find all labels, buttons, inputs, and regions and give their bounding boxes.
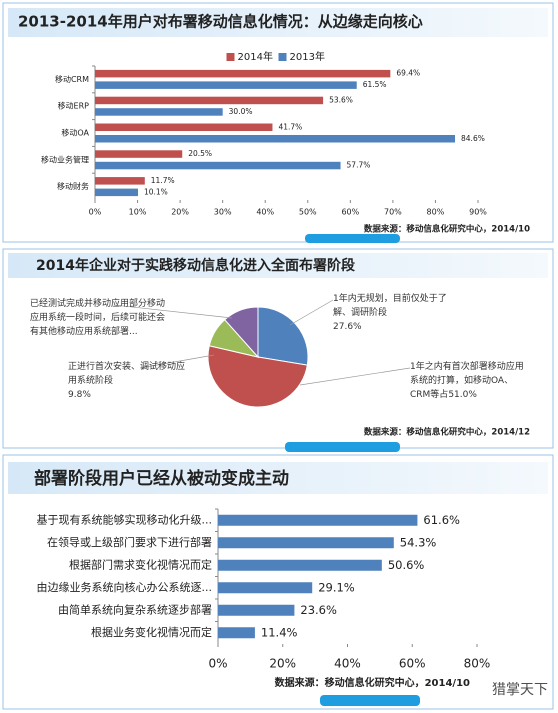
value-label: 84.6% <box>461 134 485 143</box>
y-tick-label: 基于现有系统能够实现移动化升级... <box>37 512 213 526</box>
x-tick-label: 70% <box>384 208 402 217</box>
pie-category: 正进行首次安装、调试移动应用系统阶段 <box>68 362 186 386</box>
value-label: 10.1% <box>144 187 168 196</box>
pie-value: 51.0% <box>448 390 477 400</box>
value-label: 11.4% <box>261 625 298 639</box>
x-tick-label: 60% <box>341 208 359 217</box>
pie-value: 9.8% <box>68 390 91 400</box>
x-tick-label: 0% <box>89 208 102 217</box>
tab <box>320 695 420 706</box>
source-note: 数据来源：移动信息化研究中心，2014/10 <box>364 224 530 235</box>
x-tick-label: 80% <box>464 657 491 671</box>
leader-line <box>289 299 334 326</box>
bar <box>95 150 183 158</box>
pie-label: 已经测试完成并移动应用部分移动应用系统一段时间，后续可能还会有其他移动应用系统部… <box>30 297 170 339</box>
bar <box>218 582 313 594</box>
bar <box>95 108 223 116</box>
bar <box>95 81 357 89</box>
x-tick-label: 20% <box>171 208 189 217</box>
pie-category: 已经测试完成并移动应用部分移动应用系统一段时间，后续可能还会有其他移动应用系统部… <box>30 299 166 337</box>
source-note: 数据来源：移动信息化研究中心，2014/12 <box>364 427 530 438</box>
bar <box>95 135 456 143</box>
legend-label: 2014年 <box>238 50 273 63</box>
y-tick-label: 移动CRM <box>55 74 89 84</box>
pie-label: 1年之内有首次部署移动应用系统的打算，如移动OA、CRM等占51.0% <box>410 360 528 402</box>
section-frame <box>2 248 554 449</box>
value-label: 53.6% <box>329 95 353 104</box>
x-tick-label: 90% <box>469 208 487 217</box>
bar <box>95 123 273 131</box>
value-label: 11.7% <box>151 176 175 185</box>
x-tick-label: 80% <box>427 208 445 217</box>
value-label: 23.6% <box>300 603 337 617</box>
x-tick-label: 20% <box>269 657 296 671</box>
value-label: 41.7% <box>278 122 302 131</box>
value-label: 20.5% <box>188 149 212 158</box>
y-tick-label: 移动业务管理 <box>41 154 89 164</box>
y-tick-label: 由简单系统向复杂系统逐步部署 <box>58 602 212 616</box>
bar <box>218 514 418 526</box>
legend-swatch <box>226 53 235 61</box>
bar <box>95 177 145 185</box>
y-tick-label: 由边缘业务系统向核心办公系统逐... <box>37 580 213 594</box>
pie-slice <box>207 345 308 408</box>
y-tick-label: 移动OA <box>61 128 89 138</box>
watermark: 猎掌天下 <box>492 682 548 698</box>
bar <box>95 69 391 78</box>
y-tick-label: 移动ERP <box>58 101 90 111</box>
value-label: 29.1% <box>318 580 355 594</box>
value-label: 54.3% <box>400 535 437 549</box>
pie-category: 1年之内有首次部署移动应用系统的打算，如移动OA、CRM等占 <box>410 362 524 400</box>
legend-swatch <box>278 53 287 61</box>
bar <box>218 627 255 639</box>
pie-slice <box>257 306 309 366</box>
chart-title: 部署阶段用户已经从被动变成主动 <box>34 468 289 489</box>
y-tick-label: 在领导或上级部门要求下进行部署 <box>47 535 212 549</box>
bar <box>218 537 394 549</box>
value-label: 69.4% <box>396 69 420 78</box>
bar <box>218 604 295 616</box>
tab <box>305 234 400 243</box>
chart-title: 2013-2014年用户对布署移动信息化情况：从边缘走向核心 <box>18 13 423 31</box>
bar <box>95 188 138 197</box>
y-tick-label: 根据业务变化视情况而定 <box>91 625 212 639</box>
leader-line <box>139 354 215 369</box>
bar <box>95 161 341 170</box>
pie-label: 1年内无规划，目前仅处于了解、调研阶段 27.6% <box>333 292 453 334</box>
leader-line <box>299 367 411 386</box>
x-tick-label: 40% <box>334 657 361 671</box>
pie-category: 1年内无规划，目前仅处于了解、调研阶段 <box>333 294 447 318</box>
x-tick-label: 0% <box>208 657 227 671</box>
y-tick-label: 根据部门需求变化视情况而定 <box>69 557 212 571</box>
section-frame <box>2 2 554 243</box>
value-label: 57.7% <box>347 161 371 170</box>
x-tick-label: 40% <box>256 208 274 217</box>
title-band <box>8 8 548 37</box>
pie-label: 正进行首次安装、调试移动应用系统阶段 9.8% <box>68 360 188 402</box>
tab <box>285 442 400 452</box>
value-label: 30.0% <box>229 107 253 116</box>
value-label: 50.6% <box>388 558 425 572</box>
value-label: 61.6% <box>423 513 460 527</box>
x-tick-label: 50% <box>299 208 317 217</box>
x-tick-label: 60% <box>399 657 426 671</box>
chart-title: 2014年企业对于实践移动信息化进入全面布署阶段 <box>36 257 355 274</box>
bar <box>95 96 324 105</box>
y-tick-label: 移动财务 <box>57 181 89 191</box>
x-tick-label: 10% <box>129 208 147 217</box>
bar <box>218 559 382 571</box>
value-label: 61.5% <box>363 80 387 89</box>
leader-line <box>113 304 233 319</box>
pie-value: 27.6% <box>333 322 362 332</box>
x-tick-label: 30% <box>214 208 232 217</box>
title-band <box>8 462 548 494</box>
source-note: 数据来源：移动信息化研究中心，2014/10 <box>275 676 470 689</box>
legend-label: 2013年 <box>290 50 325 63</box>
pie-slice <box>223 306 259 359</box>
section-frame <box>2 454 554 710</box>
title-band <box>8 253 548 278</box>
